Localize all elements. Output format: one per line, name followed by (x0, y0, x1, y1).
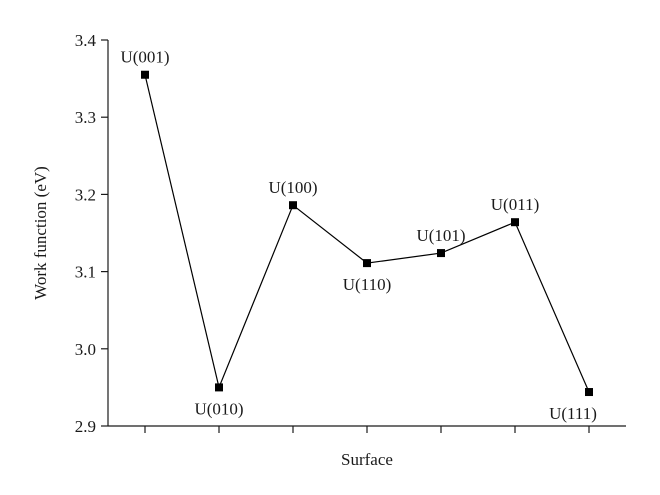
marker (511, 218, 519, 227)
y-tick-label: 3.2 (75, 185, 96, 204)
y-axis-label: Work function (eV) (31, 166, 50, 300)
point-label: U(010) (194, 399, 243, 418)
point-label: U(110) (343, 275, 391, 294)
y-tick-label: 3.4 (75, 31, 97, 50)
marker (585, 388, 593, 397)
point-label: U(100) (268, 178, 317, 197)
marker (363, 259, 371, 268)
x-axis-label: Surface (341, 450, 393, 469)
point-label: U(011) (491, 195, 539, 214)
point-label: U(001) (120, 48, 169, 67)
point-label: U(111) (549, 404, 597, 423)
y-tick-label: 3.3 (75, 108, 96, 127)
y-tick-label: 3.0 (75, 340, 96, 359)
point-label: U(101) (416, 226, 465, 245)
line (144, 74, 590, 393)
marker (437, 249, 445, 258)
y-tick-label: 3.1 (75, 263, 96, 282)
marker (141, 70, 149, 79)
y-tick-label: 2.9 (75, 417, 96, 436)
marker (215, 383, 223, 392)
marker (289, 201, 297, 210)
